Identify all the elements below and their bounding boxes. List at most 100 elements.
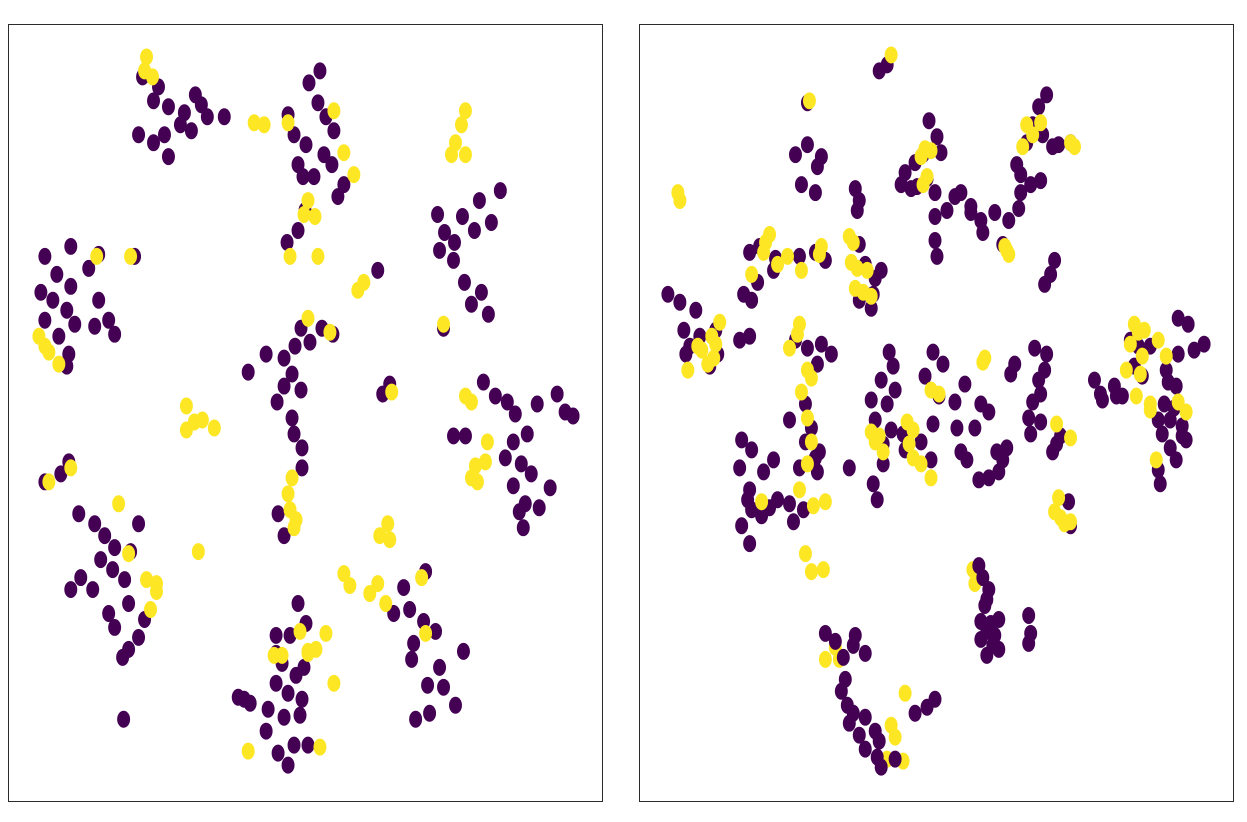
scatter-point [824, 345, 838, 363]
scatter-point [902, 435, 916, 453]
scatter-point [800, 136, 814, 154]
scatter-point [261, 700, 275, 718]
scatter-point [117, 710, 131, 728]
scatter-point [319, 624, 333, 642]
scatter-point [864, 299, 878, 317]
scatter-point [874, 758, 888, 776]
scatter-point [302, 74, 316, 92]
scatter-point [928, 208, 942, 225]
scatter-point [1151, 331, 1165, 349]
scatter-point [737, 285, 751, 303]
scatter-point [327, 674, 341, 692]
scatter-point [860, 261, 874, 279]
scatter-point [447, 427, 460, 445]
scatter-point [311, 247, 325, 265]
scatter-point [277, 349, 291, 367]
scatter-point [908, 704, 922, 722]
scatter-point [86, 581, 100, 599]
scatter-point [960, 451, 974, 469]
scatter-point [64, 459, 78, 477]
scatter-point [1022, 607, 1036, 624]
scatter-point [1169, 377, 1183, 395]
scatter-point [934, 144, 948, 162]
scatter-point [808, 184, 822, 202]
scatter-point [1024, 176, 1038, 194]
scatter-point [1135, 347, 1149, 365]
scatter-point [1040, 86, 1054, 104]
scatter-point [283, 247, 297, 265]
scatter-point [476, 373, 490, 391]
scatter-point [882, 343, 896, 361]
scatter-point [954, 184, 968, 202]
scatter-point [293, 622, 307, 640]
scatter-point [1163, 411, 1177, 429]
scatter-point [271, 744, 285, 762]
scatter-point [980, 646, 994, 664]
scatter-point [269, 626, 283, 644]
scatter-point [842, 714, 856, 732]
scatter-point [800, 339, 814, 357]
scatter-point [800, 409, 814, 427]
scatter-point [94, 551, 108, 569]
scatter-point [1062, 493, 1076, 511]
scatter-point [1064, 429, 1078, 447]
scatter-point [337, 565, 351, 583]
scatter-point [325, 156, 339, 174]
scatter-point [458, 102, 472, 120]
scatter-point [118, 571, 132, 589]
scatter-point [735, 431, 749, 449]
scatter-point [371, 261, 385, 279]
scatter-point [1022, 409, 1036, 427]
scatter-point [173, 116, 187, 134]
scatter-point [147, 134, 160, 152]
scatter-point [470, 473, 484, 491]
scatter-point [106, 561, 120, 579]
scatter-point [291, 595, 305, 612]
scatter-point [313, 62, 327, 80]
scatter-point [281, 485, 295, 503]
scatter-point [281, 756, 295, 774]
scatter-point [241, 742, 255, 760]
scatter-point [872, 732, 886, 750]
scatter-point [948, 393, 962, 411]
scatter-point [1000, 439, 1014, 457]
scatter-point [852, 726, 866, 744]
scatter-point [1028, 339, 1042, 357]
scatter-point [930, 128, 944, 146]
scatter-point [247, 114, 261, 132]
scatter-point [888, 381, 902, 399]
scatter-point [924, 469, 938, 487]
scatter-point [313, 738, 327, 756]
scatter-point [870, 491, 884, 509]
scatter-point [195, 411, 209, 429]
scatter-point [92, 291, 106, 309]
scatter-point [928, 231, 942, 249]
scatter-point [259, 722, 273, 740]
scatter-point [794, 261, 808, 279]
scatter-point [792, 247, 806, 265]
scatter-point [472, 192, 486, 210]
scatter-point [493, 182, 507, 200]
scatter-point [1002, 245, 1016, 263]
scatter-point [327, 122, 341, 140]
scatter-point [906, 421, 920, 439]
scatter-point [311, 94, 325, 112]
scatter-point [323, 323, 337, 341]
scatter-point [1155, 425, 1169, 443]
scatter-point [287, 425, 301, 443]
scatter-point [90, 247, 104, 265]
scatter-point [982, 403, 996, 421]
scatter-point [673, 293, 687, 311]
scatter-point [783, 339, 796, 357]
scatter-point [270, 393, 284, 411]
scatter-point [888, 750, 902, 768]
scatter-point [932, 385, 946, 403]
scatter-point [283, 626, 297, 644]
scatter-point [689, 301, 703, 319]
scatter-point [1181, 315, 1195, 333]
scatter-point [74, 569, 88, 587]
scatter-point [429, 622, 443, 640]
scatter-point [88, 317, 102, 335]
scatter-point [818, 650, 832, 668]
scatter-point [331, 188, 345, 206]
